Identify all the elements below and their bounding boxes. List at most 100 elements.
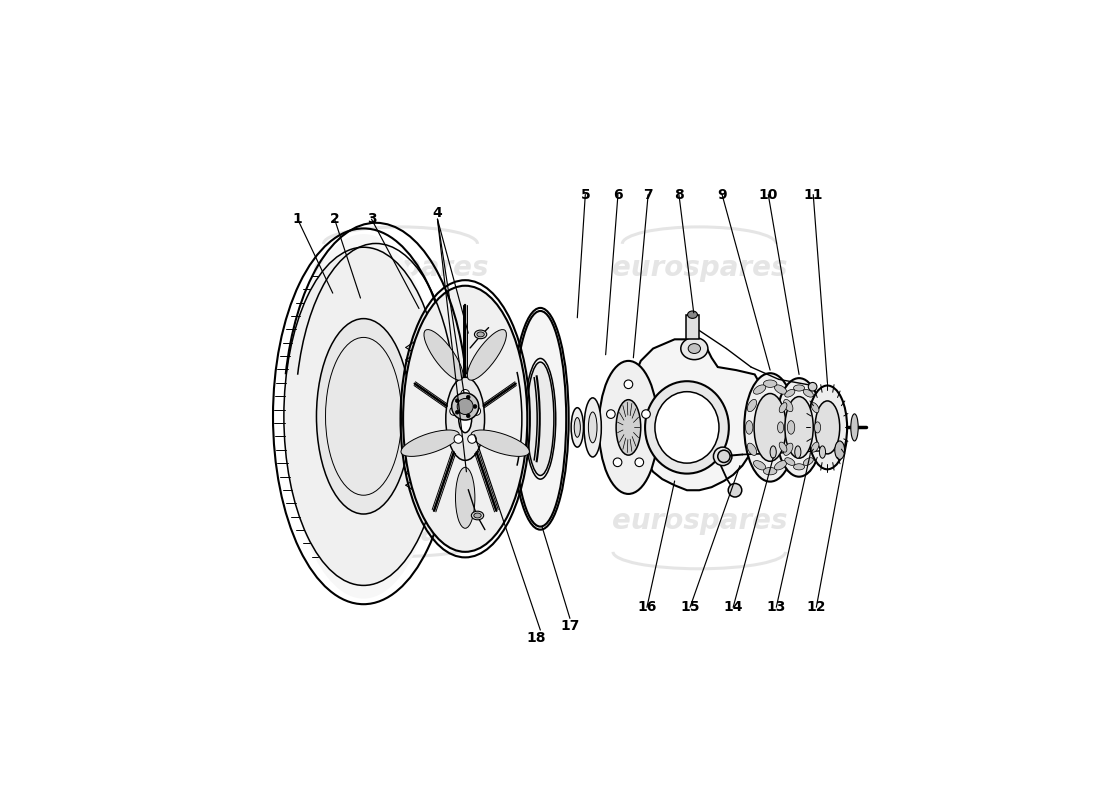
Ellipse shape — [763, 467, 777, 475]
Ellipse shape — [785, 397, 813, 458]
Ellipse shape — [446, 378, 485, 460]
Circle shape — [466, 395, 470, 399]
Ellipse shape — [784, 390, 795, 397]
Ellipse shape — [654, 392, 719, 463]
Text: 8: 8 — [674, 187, 684, 202]
Ellipse shape — [455, 467, 475, 528]
Text: eurospares: eurospares — [312, 519, 488, 547]
Text: 14: 14 — [724, 600, 743, 614]
Circle shape — [466, 414, 470, 418]
Ellipse shape — [681, 338, 708, 360]
Ellipse shape — [783, 399, 793, 412]
Ellipse shape — [820, 446, 825, 458]
Ellipse shape — [574, 418, 581, 438]
Ellipse shape — [774, 385, 786, 394]
Ellipse shape — [645, 382, 729, 474]
Text: eurospares: eurospares — [612, 254, 786, 282]
Ellipse shape — [774, 461, 786, 470]
Ellipse shape — [515, 311, 566, 526]
Circle shape — [472, 406, 481, 415]
Circle shape — [808, 382, 817, 391]
Ellipse shape — [788, 421, 794, 434]
Ellipse shape — [474, 513, 481, 518]
Ellipse shape — [747, 399, 757, 412]
Ellipse shape — [616, 400, 640, 455]
Ellipse shape — [803, 390, 813, 397]
Ellipse shape — [793, 464, 804, 470]
Ellipse shape — [807, 386, 847, 470]
Ellipse shape — [714, 447, 732, 466]
Circle shape — [455, 399, 459, 402]
Ellipse shape — [814, 422, 821, 433]
Circle shape — [606, 410, 615, 418]
Text: 18: 18 — [526, 631, 546, 645]
Ellipse shape — [763, 380, 777, 387]
Ellipse shape — [811, 442, 818, 452]
Ellipse shape — [403, 286, 527, 552]
Text: 6: 6 — [613, 187, 623, 202]
Ellipse shape — [477, 332, 484, 337]
Ellipse shape — [745, 373, 796, 482]
Text: eurospares: eurospares — [612, 507, 786, 535]
Ellipse shape — [850, 414, 858, 441]
Ellipse shape — [793, 385, 804, 391]
Ellipse shape — [688, 311, 697, 318]
Circle shape — [455, 410, 459, 414]
Text: 11: 11 — [803, 187, 823, 202]
Text: 16: 16 — [637, 600, 657, 614]
Ellipse shape — [588, 412, 597, 443]
Circle shape — [614, 458, 622, 466]
Ellipse shape — [598, 361, 658, 494]
Circle shape — [468, 434, 476, 443]
Text: 9: 9 — [717, 187, 727, 202]
Ellipse shape — [584, 398, 602, 457]
Text: 5: 5 — [581, 187, 591, 202]
Circle shape — [473, 405, 477, 408]
Ellipse shape — [402, 430, 460, 456]
Ellipse shape — [755, 394, 786, 462]
Circle shape — [624, 380, 632, 389]
Text: 1: 1 — [293, 212, 303, 226]
Text: 7: 7 — [644, 187, 653, 202]
Ellipse shape — [571, 408, 583, 447]
Ellipse shape — [471, 430, 529, 456]
Ellipse shape — [754, 461, 766, 470]
Ellipse shape — [452, 393, 478, 420]
Text: 17: 17 — [560, 618, 580, 633]
Text: 3: 3 — [366, 212, 376, 226]
Circle shape — [461, 390, 470, 398]
Text: 15: 15 — [680, 600, 700, 614]
Ellipse shape — [717, 450, 730, 462]
Ellipse shape — [783, 443, 793, 455]
Ellipse shape — [527, 362, 554, 475]
Ellipse shape — [689, 344, 701, 354]
Circle shape — [454, 434, 463, 443]
Ellipse shape — [459, 405, 472, 433]
Ellipse shape — [458, 398, 473, 414]
Ellipse shape — [770, 446, 777, 458]
Ellipse shape — [778, 422, 783, 433]
Ellipse shape — [471, 511, 484, 520]
Ellipse shape — [779, 442, 786, 452]
Ellipse shape — [754, 385, 766, 394]
Circle shape — [641, 410, 650, 418]
Ellipse shape — [835, 441, 845, 459]
Polygon shape — [686, 314, 698, 339]
Text: 10: 10 — [759, 187, 778, 202]
Circle shape — [450, 406, 459, 415]
Text: 2: 2 — [330, 212, 340, 226]
Ellipse shape — [728, 483, 741, 497]
Ellipse shape — [794, 446, 801, 458]
Ellipse shape — [468, 330, 506, 380]
Ellipse shape — [746, 421, 752, 434]
Text: eurospares: eurospares — [312, 254, 488, 282]
Text: 12: 12 — [806, 600, 826, 614]
Circle shape — [635, 458, 643, 466]
Ellipse shape — [815, 401, 839, 454]
Ellipse shape — [474, 330, 487, 338]
Text: 13: 13 — [767, 600, 786, 614]
Ellipse shape — [317, 318, 410, 514]
Ellipse shape — [779, 402, 786, 413]
Polygon shape — [637, 339, 761, 490]
Ellipse shape — [287, 234, 440, 598]
